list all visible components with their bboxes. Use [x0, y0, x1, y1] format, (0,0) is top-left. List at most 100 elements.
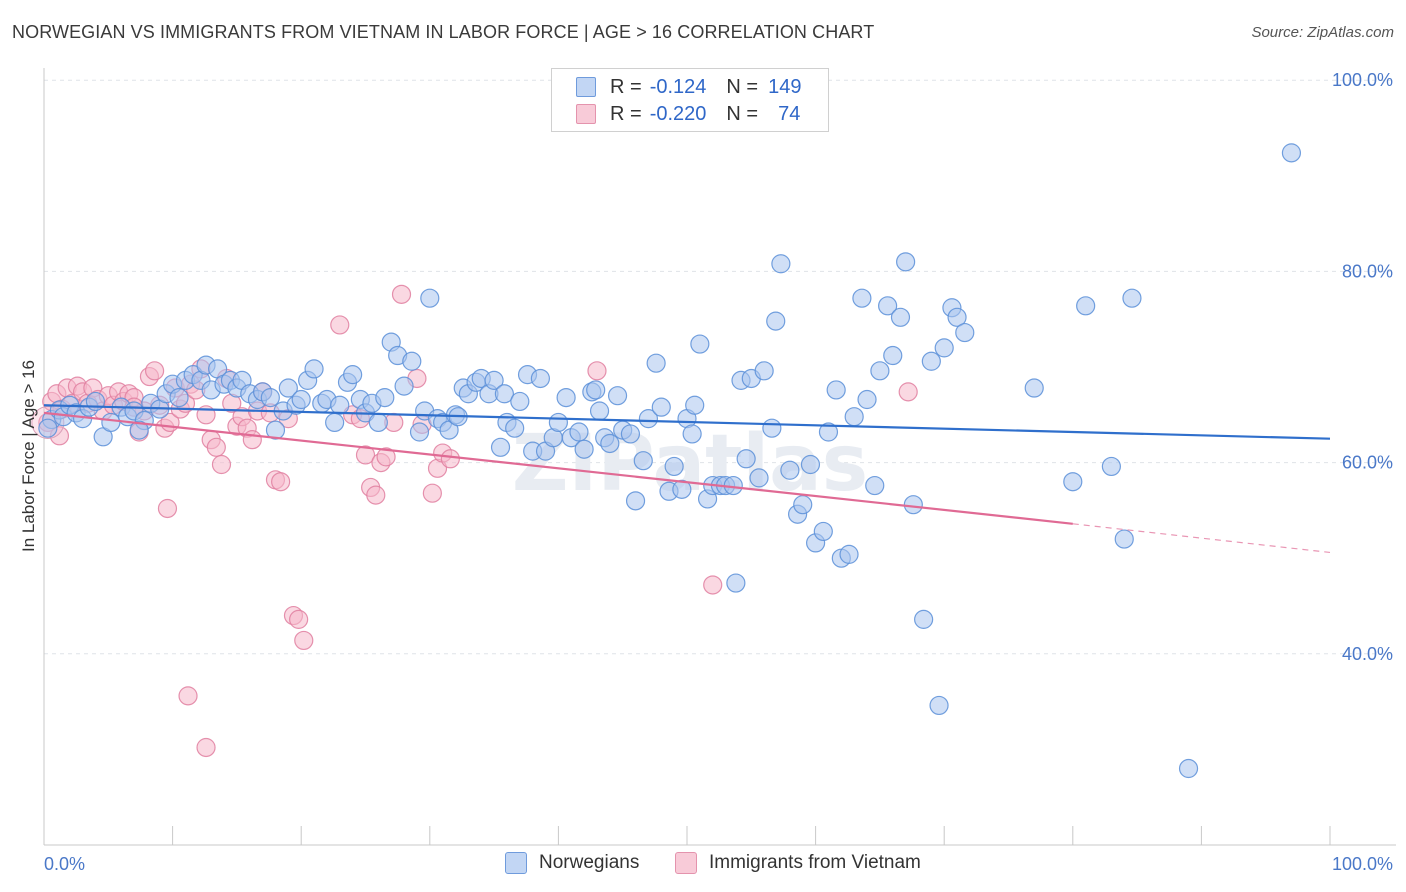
legend-swatch-norwegians: [576, 77, 596, 97]
vietnam-point: [196, 737, 216, 758]
vietnam-trend-line-extension: [1072, 523, 1331, 554]
norwegians-point: [883, 345, 903, 366]
norwegians-point: [330, 395, 350, 415]
legend-n-label: N =: [726, 75, 759, 98]
legend-r-label: R =: [610, 102, 642, 125]
norwegians-point: [574, 439, 594, 459]
y-axis-label: In Labor Force | Age > 16: [19, 360, 38, 552]
vietnam-point: [366, 485, 386, 505]
norwegians-point: [409, 422, 430, 442]
vietnam-point: [144, 361, 165, 381]
vietnam-point: [206, 437, 226, 457]
norwegians-point: [852, 288, 872, 308]
y-tick-label: 80.0%: [1342, 261, 1393, 281]
norwegians-point: [569, 422, 589, 442]
norwegians-point: [664, 456, 684, 477]
norwegians-point: [1024, 378, 1044, 398]
norwegians-point: [736, 449, 756, 469]
legend-row-vietnam: R = -0.220 N = 74: [576, 101, 800, 127]
norwegians-point: [420, 288, 440, 308]
norwegians-point: [1281, 143, 1302, 163]
norwegians-point: [129, 420, 149, 440]
norwegians-point: [826, 380, 846, 400]
vietnam-point: [587, 361, 607, 381]
norwegians-point: [870, 361, 890, 381]
norwegians-point: [890, 307, 911, 327]
y-tick-labels: 100.0% 80.0% 60.0% 40.0%: [1332, 70, 1393, 664]
norwegians-point: [265, 420, 286, 440]
norwegians-point: [101, 412, 121, 433]
norwegians-point: [929, 695, 949, 716]
legend-row-norwegians: R = -0.124 N = 149: [576, 74, 801, 100]
vietnam-point: [391, 284, 412, 304]
norwegians-point: [780, 460, 800, 480]
series-vietnam-points: [31, 284, 918, 758]
norwegians-point: [394, 376, 414, 396]
norwegians-point: [556, 387, 576, 408]
norwegians-point: [844, 407, 864, 427]
vietnam-point: [211, 454, 232, 475]
norwegians-point: [818, 422, 839, 442]
y-tick-label: 40.0%: [1342, 644, 1393, 664]
bottom-legend-norwegians: Norwegians: [505, 852, 639, 874]
norwegians-point: [672, 479, 692, 499]
norwegians-point: [548, 412, 569, 433]
bottom-legend-swatch-vietnam: [675, 852, 697, 874]
grid-lines: [44, 79, 1396, 655]
norwegians-point: [625, 491, 646, 511]
norwegians-point: [600, 433, 620, 454]
norwegians-point: [484, 370, 504, 390]
vietnam-point: [271, 472, 291, 492]
x-tick-label: 0.0%: [44, 854, 85, 874]
vietnam-point: [898, 382, 918, 402]
norwegians-point: [620, 424, 641, 444]
y-tick-label: 60.0%: [1342, 453, 1393, 473]
legend-n-value: 74: [778, 102, 801, 125]
norwegians-point: [726, 573, 746, 593]
norwegians-point: [1063, 472, 1083, 492]
norwegians-point: [530, 368, 550, 389]
vietnam-point: [242, 430, 262, 450]
trend-lines: [43, 404, 1331, 554]
bottom-legend-swatch-norwegians: [505, 852, 527, 874]
bottom-legend-vietnam: Immigrants from Vietnam: [675, 852, 921, 874]
vietnam-point: [294, 630, 314, 651]
norwegians-point: [1076, 296, 1096, 316]
vietnam-point: [330, 315, 350, 335]
norwegians-point: [402, 351, 422, 371]
norwegians-point: [304, 359, 324, 379]
norwegians-point: [947, 307, 967, 327]
norwegians-point: [839, 544, 859, 564]
norwegians-point: [857, 389, 877, 410]
vietnam-point: [703, 575, 723, 595]
norwegians-point: [490, 437, 511, 457]
norwegians-point: [749, 468, 769, 488]
vietnam-point: [157, 498, 178, 519]
norwegians-point: [955, 322, 975, 343]
legend-swatch-vietnam: [576, 104, 596, 124]
norwegians-point: [169, 387, 189, 408]
norwegians-point: [878, 296, 898, 316]
norwegians-point: [291, 389, 311, 410]
norwegians-point: [368, 412, 388, 433]
norwegians-point: [766, 311, 786, 331]
norwegians-point: [325, 412, 345, 433]
vietnam-point: [355, 445, 376, 465]
x-tick-label: 100.0%: [1332, 854, 1393, 874]
vietnam-point: [440, 449, 460, 469]
bottom-legend-label-norwegians: Norwegians: [539, 852, 640, 873]
norwegians-point: [494, 384, 514, 404]
vietnam-point: [422, 483, 442, 503]
norwegians-point: [633, 451, 653, 471]
x-tick-labels: 0.0% 100.0%: [44, 854, 1393, 874]
vietnam-point: [178, 686, 198, 706]
norwegians-point: [762, 418, 782, 438]
norwegians-point: [505, 418, 525, 438]
norwegians-point: [690, 334, 710, 354]
norwegians-point: [903, 495, 923, 515]
legend-n-value: 149: [768, 75, 802, 98]
norwegians-point: [651, 397, 671, 417]
norwegians-point: [343, 365, 363, 385]
norwegians-point: [1101, 456, 1121, 477]
norwegians-trend-line: [43, 404, 1331, 440]
